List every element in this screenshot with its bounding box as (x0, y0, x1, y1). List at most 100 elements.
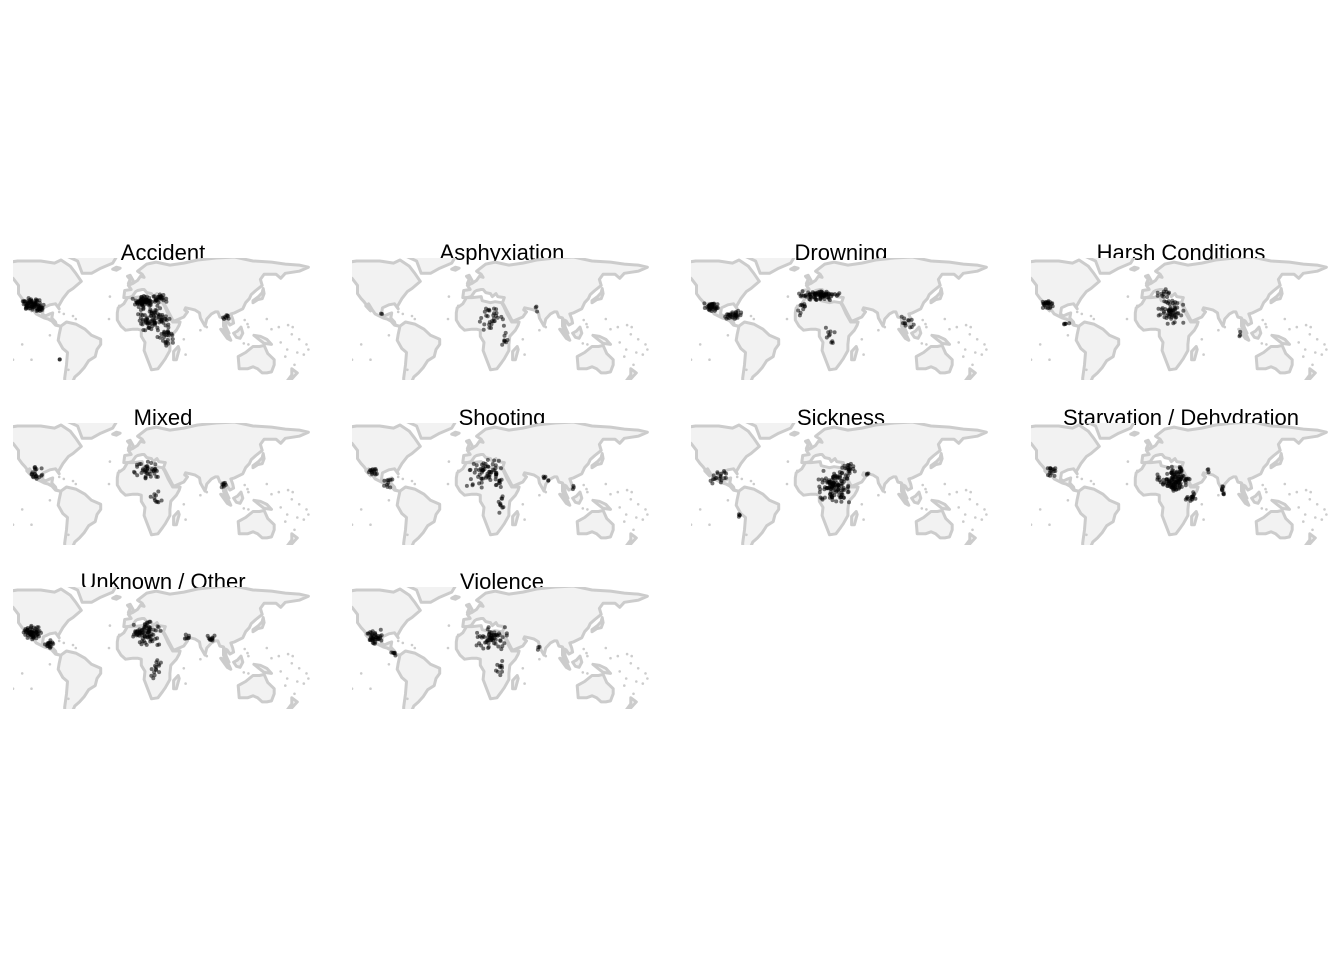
island-dot (205, 490, 209, 494)
land-greenland (406, 587, 457, 604)
incident-point (153, 462, 158, 467)
incident-point (477, 481, 482, 486)
incident-point (166, 330, 170, 335)
incident-point (736, 514, 741, 519)
island-dot (1066, 334, 1070, 337)
island-dot (279, 506, 283, 509)
incident-point (490, 462, 495, 467)
incident-point (865, 471, 870, 476)
island-dot (62, 312, 66, 316)
island-dot (57, 639, 61, 643)
land-iceland (1129, 430, 1140, 437)
incident-point (166, 325, 171, 330)
incident-point (570, 487, 575, 492)
island-dot (623, 520, 626, 523)
island-dot (1135, 469, 1139, 473)
island-dot (117, 469, 121, 473)
incident-point (149, 310, 154, 315)
island-dot (117, 633, 121, 637)
island-dot (1264, 487, 1267, 491)
island-dot (968, 333, 972, 336)
island-dot (585, 487, 588, 491)
island-dot (406, 697, 409, 701)
island-dot (974, 516, 977, 519)
incident-point (1179, 469, 1184, 474)
incident-point (487, 308, 492, 313)
island-dot (521, 338, 525, 341)
incident-point (155, 658, 160, 663)
island-dot (1085, 368, 1088, 372)
incident-point (36, 625, 41, 630)
island-dot (246, 322, 249, 326)
island-dot (107, 482, 111, 486)
island-dot (1202, 353, 1205, 356)
island-dot (297, 667, 301, 670)
incident-point (467, 468, 472, 473)
incident-point (155, 328, 160, 333)
island-dot (629, 333, 633, 336)
island-dot (247, 343, 250, 346)
land-madagascar (511, 345, 520, 362)
island-dot (1297, 341, 1300, 344)
incident-point (845, 490, 850, 495)
incident-point (162, 329, 167, 334)
island-dot (644, 343, 647, 346)
island-dot (735, 475, 739, 479)
incident-point (830, 340, 835, 345)
island-dot (447, 295, 451, 298)
island-dot (410, 643, 414, 647)
island-dot (636, 667, 640, 670)
incident-point (221, 315, 226, 320)
incident-point (485, 314, 490, 319)
island-dot (305, 672, 308, 675)
land-borneo (1250, 325, 1263, 340)
island-dot (1080, 477, 1084, 481)
incident-point (492, 306, 496, 311)
island-dot (1283, 317, 1287, 321)
land-iceland (111, 430, 122, 437)
island-dot (447, 624, 451, 627)
incident-point (827, 332, 832, 337)
land-north-america (13, 587, 83, 657)
incident-point (492, 458, 497, 463)
island-dot (265, 482, 269, 486)
incident-point (475, 635, 480, 639)
island-dot (13, 687, 15, 690)
incident-point (486, 475, 491, 480)
island-dot (1265, 343, 1268, 346)
incident-point (800, 289, 805, 294)
incident-point (817, 484, 822, 489)
island-dot (446, 482, 450, 486)
incident-point (493, 463, 498, 468)
land-great-britain (465, 273, 475, 285)
island-dot (1315, 503, 1319, 506)
incident-point (28, 626, 33, 631)
incident-point (468, 477, 473, 482)
land-japan (929, 287, 944, 305)
incident-point (830, 292, 835, 297)
land-south-america (56, 485, 103, 545)
incident-point (136, 312, 141, 317)
island-dot (1302, 520, 1305, 523)
incident-point (149, 327, 154, 332)
incident-point (1189, 495, 1194, 499)
island-dot (1092, 317, 1096, 321)
land-madagascar (511, 674, 520, 691)
island-dot (985, 348, 988, 351)
incident-point (481, 646, 486, 651)
incident-point (133, 302, 137, 307)
island-dot (108, 624, 112, 627)
incident-point (1155, 472, 1160, 477)
world-map (13, 587, 310, 709)
incident-point (481, 327, 486, 332)
incident-point (164, 299, 169, 304)
island-dot (1217, 493, 1220, 497)
island-dot (406, 368, 409, 372)
land-new-guinea (930, 333, 951, 346)
island-dot (447, 460, 451, 463)
island-dot (293, 692, 296, 696)
island-dot (630, 654, 633, 658)
incident-point (29, 630, 33, 635)
incident-point (477, 468, 482, 473)
island-dot (636, 338, 640, 341)
